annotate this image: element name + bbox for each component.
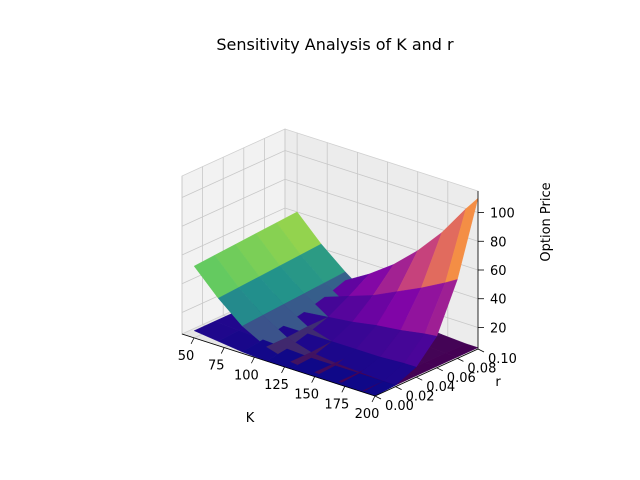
x-tick-label: 75 — [208, 359, 225, 374]
x-tick-mark — [311, 376, 316, 383]
y-tick-mark — [457, 358, 464, 362]
y-tick-mark — [416, 376, 423, 381]
y-axis-label: r — [495, 375, 501, 390]
x-tick-label: 100 — [234, 368, 259, 383]
x-tick-mark — [281, 366, 285, 374]
x-tick-mark — [190, 337, 195, 345]
x-tick-label: 50 — [178, 349, 195, 364]
x-tick-label: 125 — [264, 378, 289, 393]
x-tick-mark — [341, 386, 346, 393]
z-tick-label: 100 — [490, 207, 515, 222]
x-axis-line — [181, 333, 376, 397]
y-tick-label: 0.02 — [406, 390, 435, 405]
y-tick-label: 0.04 — [426, 380, 455, 395]
z-tick-label: 80 — [490, 235, 507, 250]
chart-title: Sensitivity Analysis of K and r — [216, 35, 454, 54]
y-axis-line — [374, 348, 479, 397]
z-tick-label: 20 — [490, 321, 507, 336]
x-tick-label: 150 — [294, 388, 319, 403]
y-tick-label: 0.08 — [467, 361, 496, 376]
y-tick-label: 0.00 — [385, 399, 414, 414]
x-tick-label: 200 — [355, 407, 380, 422]
y-tick-mark — [436, 367, 443, 372]
z-axis-label: Option Price — [539, 182, 554, 261]
x-tick-mark — [371, 395, 376, 403]
grid-line-z — [181, 207, 479, 271]
z-tick-label: 40 — [490, 293, 507, 308]
y-tick-mark — [395, 386, 402, 390]
ticks: 50 75 100 125 150 175 200 0.000.020.040.060.080… — [178, 207, 517, 422]
x-tick-mark — [251, 357, 255, 364]
z-tick-label: 60 — [490, 264, 507, 279]
y-tick-mark — [477, 348, 485, 353]
x-tick-mark — [220, 347, 225, 354]
y-tick-label: 0.06 — [447, 371, 476, 386]
x-tick-label: 175 — [324, 397, 349, 412]
grid-line-z — [181, 178, 479, 242]
y-tick-mark — [374, 395, 382, 400]
y-tick-label: 0.10 — [488, 352, 517, 367]
grid-line-z — [181, 150, 479, 213]
x-axis-label: K — [246, 411, 255, 426]
